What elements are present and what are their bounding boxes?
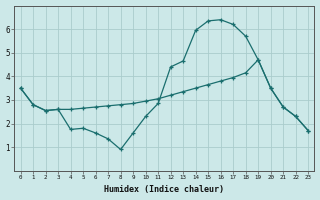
- X-axis label: Humidex (Indice chaleur): Humidex (Indice chaleur): [104, 185, 224, 194]
